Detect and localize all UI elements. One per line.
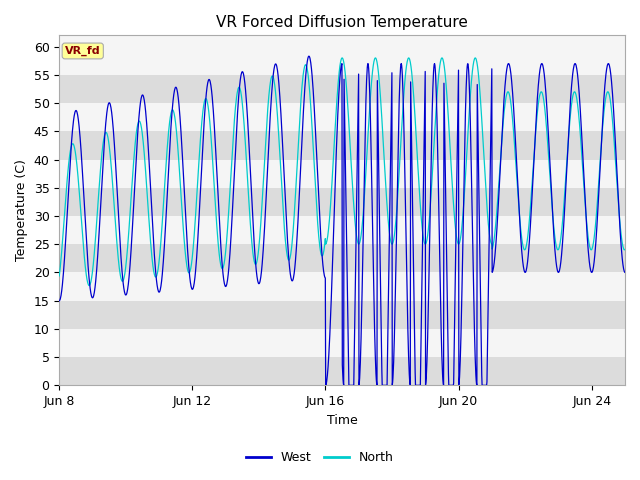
Bar [60, 103, 625, 132]
West [56, 298, 63, 303]
North [360, 207, 367, 213]
North [181, 249, 189, 255]
West [148, 217, 156, 223]
West [197, 180, 205, 186]
West [360, 196, 367, 202]
North [85, 283, 93, 288]
North [471, 55, 479, 61]
Bar [60, 357, 625, 385]
North [621, 247, 629, 252]
Y-axis label: Temperature (C): Temperature (C) [15, 159, 28, 261]
Bar [60, 216, 625, 244]
West [345, 383, 353, 388]
West [497, 146, 505, 152]
Bar [60, 75, 625, 103]
Bar [60, 159, 625, 188]
Legend: West, North: West, North [241, 446, 399, 469]
West [305, 53, 313, 59]
Bar [60, 47, 625, 75]
Bar [60, 244, 625, 273]
West [71, 109, 79, 115]
Text: VR_fd: VR_fd [65, 46, 100, 56]
North [197, 127, 205, 133]
North [56, 273, 63, 279]
Bar [60, 132, 625, 159]
Line: North: North [60, 58, 625, 286]
West [621, 270, 629, 276]
North [148, 260, 156, 266]
Bar [60, 329, 625, 357]
Bar [60, 300, 625, 329]
North [497, 146, 505, 152]
Title: VR Forced Diffusion Temperature: VR Forced Diffusion Temperature [216, 15, 468, 30]
West [181, 200, 189, 205]
X-axis label: Time: Time [327, 414, 358, 427]
Bar [60, 273, 625, 300]
North [71, 147, 79, 153]
Line: West: West [60, 56, 625, 385]
Bar [60, 188, 625, 216]
